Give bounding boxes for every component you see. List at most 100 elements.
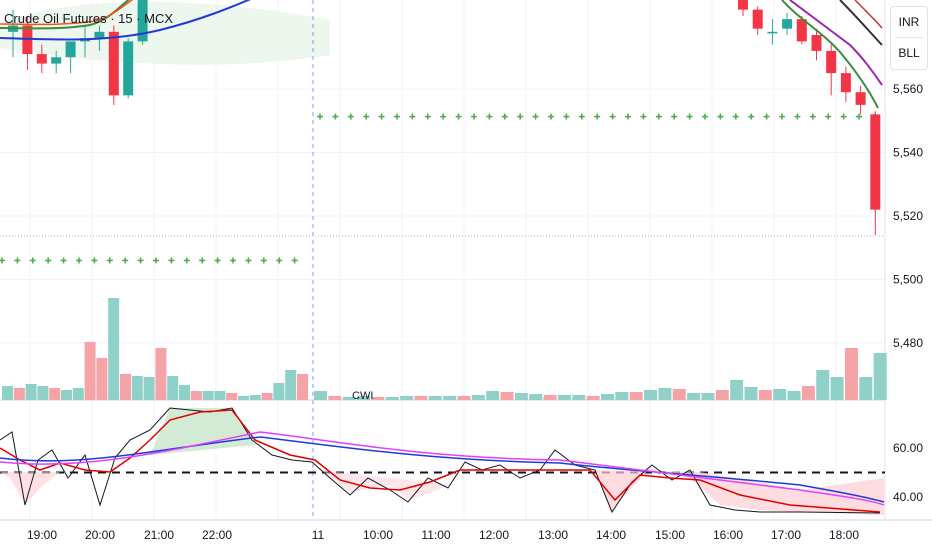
ma-mid-line [789, 0, 883, 86]
volume-bar-day2 [844, 348, 858, 400]
volume-bar-day2 [629, 392, 643, 400]
volume-bar-day2 [371, 397, 385, 400]
time-axis-label: 15:00 [655, 528, 685, 542]
volume-bar-day2 [672, 389, 686, 400]
rsi-line [0, 407, 881, 514]
volume-bar-day2 [314, 391, 327, 400]
volume-bar-day2 [328, 396, 342, 400]
candle-day2-body [855, 92, 866, 105]
candle-day1-body [123, 41, 134, 96]
volume-bar-day2 [873, 353, 887, 400]
volume-bar-day1 [214, 391, 226, 400]
volume-bar-day2 [644, 390, 658, 400]
time-axis-label: 21:00 [144, 528, 174, 542]
currency-menu[interactable]: INR BLL [890, 6, 928, 70]
candle-day1-body [36, 54, 47, 64]
time-axis-label: 11:00 [421, 528, 450, 542]
time-axis-label: 17:00 [771, 528, 801, 542]
candle-day2-body [752, 9, 763, 29]
candle-day2-body [796, 19, 807, 42]
volume-bar-day1 [37, 386, 49, 400]
volume-bar-day2 [357, 396, 371, 400]
volume-bar-day1 [84, 342, 96, 400]
time-axis-label: 14:00 [596, 528, 626, 542]
price-axis-label: 5,560 [893, 82, 923, 96]
volume-bar-day2 [658, 388, 672, 400]
ma-fast-line-2 [781, 0, 879, 109]
volume-bar-day2 [715, 390, 729, 400]
ma-red-line [0, 0, 134, 26]
volume-bar-day1 [167, 376, 179, 400]
symbol-title[interactable]: Crude Oil Futures · 15 · MCX [4, 11, 174, 26]
volume-bar-day2 [830, 377, 844, 400]
rsi-ma-pink [0, 431, 885, 506]
volume-bar-day2 [557, 395, 571, 400]
volume-bar-day2 [543, 395, 557, 400]
volume-bar-day2 [486, 391, 500, 400]
volume-bar-day1 [190, 391, 202, 400]
volume-bar-day1 [273, 383, 285, 400]
candle-day1-body [94, 31, 105, 39]
candle-day1-body [137, 0, 148, 42]
volume-bar-day1 [285, 370, 297, 400]
volume-bar-day2 [414, 396, 428, 400]
volume-bar-day1 [238, 396, 249, 400]
time-axis-label: 22:00 [202, 528, 232, 542]
time-axis-label: 18:00 [829, 528, 859, 542]
volume-bar-day2 [572, 395, 586, 400]
ma-dark-line [839, 0, 883, 46]
volume-bar-day2 [529, 394, 543, 400]
currency-inr[interactable]: INR [898, 15, 920, 29]
volume-bar-day2 [471, 395, 485, 400]
volume-bar-day1 [108, 298, 120, 400]
volume-indicator-label: CWI [352, 390, 373, 402]
time-axis-label: 13:00 [538, 528, 568, 542]
volume-bar-day2 [400, 396, 414, 400]
volume-bar-day1 [49, 388, 61, 400]
time-axis-label: 20:00 [85, 528, 115, 542]
candle-day2-body [738, 0, 748, 10]
volume-bar-day1 [13, 388, 25, 400]
volume-bar-day2 [816, 370, 830, 400]
volume-bar-day1 [61, 390, 72, 400]
ma-slow-line [0, 0, 251, 41]
volume-bar-day2 [787, 391, 801, 400]
currency-bll[interactable]: BLL [898, 46, 920, 60]
volume-bar-day2 [500, 392, 514, 400]
volume-bar-day2 [701, 393, 715, 400]
volume-bar-day2 [428, 396, 442, 400]
volume-bar-day1 [261, 393, 273, 400]
volume-bar-day1 [2, 386, 13, 400]
price-axis-label: 5,540 [893, 146, 923, 160]
volume-bar-day2 [443, 396, 457, 400]
volume-bar-day2 [687, 393, 701, 400]
volume-bar-day2 [385, 397, 399, 400]
candle-day1-body [108, 31, 119, 96]
volume-bar-day1 [202, 391, 214, 400]
price-axis-label: 5,500 [893, 273, 923, 287]
volume-bar-day1 [131, 376, 143, 400]
candle-day1-body [65, 41, 76, 58]
volume-bar-day2 [342, 397, 356, 400]
cloud-fill [0, 1, 330, 65]
volume-bar-day2 [615, 392, 629, 400]
volume-bar-day2 [586, 396, 600, 400]
volume-bar-day2 [601, 394, 614, 400]
rsi-axis-label: 40.00 [893, 490, 923, 504]
volume-bar-day2 [773, 389, 787, 400]
candle-day2-body [826, 50, 837, 74]
price-axis-label: 5,520 [893, 209, 923, 223]
volume-bar-day1 [120, 374, 131, 400]
candle-day1-body [51, 57, 62, 64]
volume-bar-day1 [297, 374, 308, 400]
time-axis-label: 12:00 [479, 528, 509, 542]
volume-bar-day2 [514, 393, 528, 400]
volume-bar-day1 [143, 377, 155, 400]
candle-day2-body [840, 73, 851, 93]
candle-day2-body [870, 114, 881, 210]
volume-bar-day1 [25, 384, 37, 400]
volume-bar-day2 [859, 377, 873, 400]
volume-bar-day2 [744, 387, 758, 400]
